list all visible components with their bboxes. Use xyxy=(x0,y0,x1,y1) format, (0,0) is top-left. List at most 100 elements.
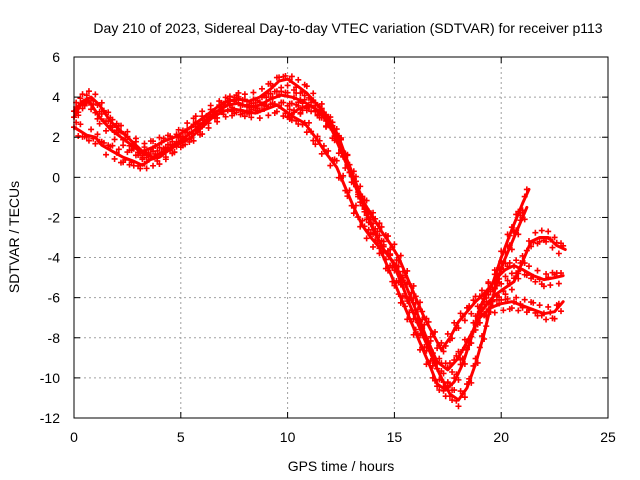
data-point xyxy=(265,112,272,119)
chart-title: Day 210 of 2023, Sidereal Day-to-day VTE… xyxy=(93,20,602,36)
data-point xyxy=(404,279,411,286)
data-point xyxy=(256,115,263,122)
data-point xyxy=(154,147,161,154)
data-point xyxy=(402,303,409,310)
data-point xyxy=(502,273,509,280)
data-point xyxy=(525,263,532,270)
plot-frame xyxy=(73,56,609,419)
data-point xyxy=(504,295,511,302)
data-point xyxy=(434,383,441,390)
data-point xyxy=(515,307,522,314)
data-point xyxy=(250,89,257,96)
data-point xyxy=(340,172,347,179)
data-point xyxy=(88,126,95,133)
data-point xyxy=(547,282,554,289)
data-point xyxy=(461,394,468,401)
data-point xyxy=(380,243,387,250)
data-point xyxy=(352,202,359,209)
data-point xyxy=(327,162,334,169)
data-point xyxy=(391,282,398,289)
data-point xyxy=(530,299,537,306)
data-point xyxy=(305,103,312,110)
data-point xyxy=(276,102,283,109)
data-point xyxy=(521,193,528,200)
data-point xyxy=(472,326,479,333)
data-point xyxy=(190,137,197,144)
data-point xyxy=(83,134,90,141)
data-point xyxy=(162,154,169,161)
data-point xyxy=(301,96,308,103)
data-point xyxy=(399,274,406,281)
data-point xyxy=(481,336,488,343)
data-point xyxy=(203,112,210,119)
data-point xyxy=(474,359,481,366)
data-point xyxy=(310,90,317,97)
data-point xyxy=(540,283,547,290)
data-point xyxy=(444,364,451,371)
data-point xyxy=(455,325,462,332)
data-point xyxy=(160,135,167,142)
data-point xyxy=(558,308,565,315)
data-point xyxy=(543,271,550,278)
data-point xyxy=(269,82,276,89)
data-point xyxy=(466,338,473,345)
data-point xyxy=(111,136,118,143)
data-point xyxy=(472,313,479,320)
data-point xyxy=(98,99,105,106)
data-point xyxy=(470,319,477,326)
data-point xyxy=(120,136,127,143)
gridlines xyxy=(74,57,608,418)
data-point xyxy=(389,244,396,251)
data-point xyxy=(295,76,302,83)
data-point xyxy=(536,276,543,283)
x-tick-label: 20 xyxy=(493,429,509,445)
data-point xyxy=(188,124,195,131)
data-point xyxy=(551,315,558,322)
data-point xyxy=(502,291,509,298)
data-point xyxy=(476,293,483,300)
data-point xyxy=(547,309,554,316)
data-point xyxy=(241,113,248,120)
data-point xyxy=(90,101,97,108)
data-point xyxy=(372,215,379,222)
data-point xyxy=(511,298,518,305)
data-point xyxy=(111,129,118,136)
data-point xyxy=(408,307,415,314)
data-point xyxy=(442,385,449,392)
data-point xyxy=(256,107,263,114)
data-point xyxy=(284,82,291,89)
data-point xyxy=(412,299,419,306)
data-point xyxy=(523,272,530,279)
data-point xyxy=(233,109,240,116)
data-point xyxy=(171,148,178,155)
data-point xyxy=(491,309,498,316)
data-point xyxy=(92,140,99,147)
data-point xyxy=(431,377,438,384)
data-point xyxy=(284,114,291,121)
data-point xyxy=(284,89,291,96)
data-point xyxy=(303,83,310,90)
data-point xyxy=(83,98,90,105)
y-tick-label: -10 xyxy=(40,370,60,386)
data-point xyxy=(436,355,443,362)
data-point xyxy=(350,210,357,217)
data-point xyxy=(496,264,503,271)
data-point xyxy=(94,115,101,122)
data-point xyxy=(555,280,562,287)
data-point xyxy=(137,147,144,154)
data-point xyxy=(282,72,289,79)
data-point xyxy=(303,107,310,114)
data-point xyxy=(376,220,383,227)
data-point xyxy=(410,282,417,289)
data-point xyxy=(442,342,449,349)
data-point xyxy=(100,107,107,114)
data-point xyxy=(338,136,344,143)
data-point xyxy=(77,95,84,102)
axis-ticks: 0 5 10 15 20 25 -12 -10 -8 -6 -4 -2 0 2 4 6 xyxy=(40,49,616,445)
data-point xyxy=(201,117,208,124)
data-point xyxy=(461,336,468,343)
data-point xyxy=(419,316,426,323)
data-point xyxy=(248,114,255,121)
data-point xyxy=(182,141,189,148)
data-point xyxy=(481,295,488,302)
